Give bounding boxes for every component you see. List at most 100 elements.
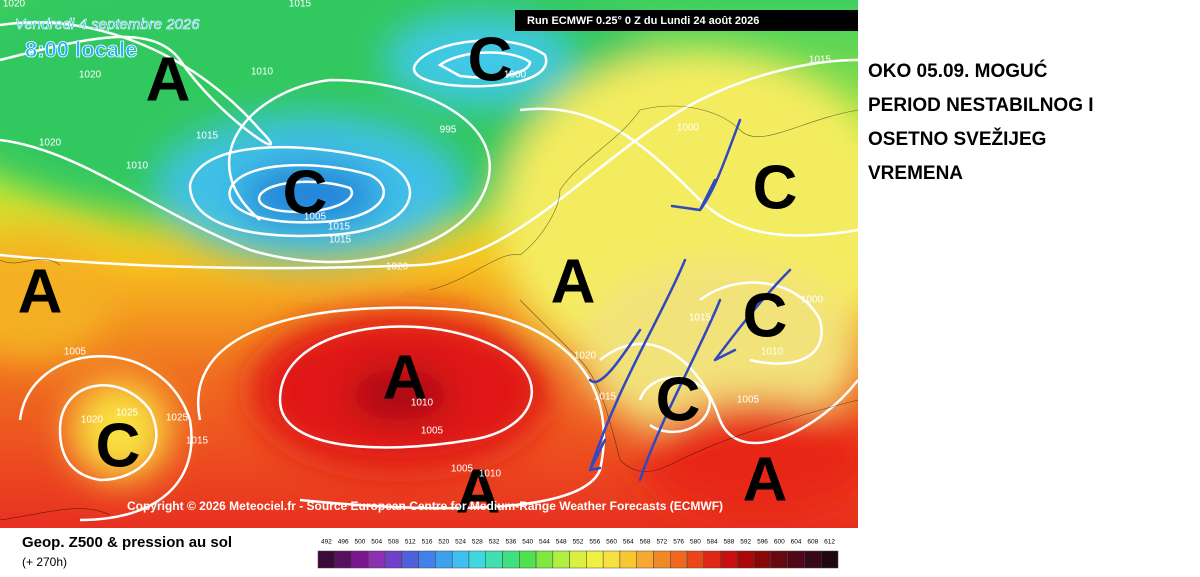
- pressure-center: A: [551, 247, 596, 316]
- isobar-label: 1000: [677, 123, 700, 134]
- scale-label: 552: [573, 539, 584, 546]
- isobar-label: 1010: [251, 67, 274, 78]
- scale-label: 516: [422, 539, 433, 546]
- scale-label: 496: [338, 539, 349, 546]
- scale-label: 608: [807, 539, 818, 546]
- scale-label: 536: [505, 539, 516, 546]
- scale-cell: [418, 550, 436, 569]
- isobar-label: 1015: [809, 55, 832, 66]
- annotation-line: OSETNO SVEŽIJEG: [868, 128, 1046, 150]
- pressure-center: A: [456, 457, 501, 526]
- color-scale: 492 496 500 504 508 512 516 520 524 528 532 536 540 5…: [317, 539, 839, 569]
- scale-cell: [770, 550, 788, 569]
- annotation-line: OKO 05.09. MOGUĆ: [868, 60, 1048, 82]
- isobar-label: 1015: [328, 222, 351, 233]
- pressure-center: C: [468, 25, 513, 94]
- scale-label: 568: [640, 539, 651, 546]
- scale-cell: [787, 550, 805, 569]
- isobar-label: 1020: [79, 70, 102, 81]
- copyright: Copyright © 2026 Meteociel.fr - Source E…: [127, 499, 723, 513]
- scale-cell: [737, 550, 755, 569]
- isobar-labels: 1015 1020 1020 1000 1010 1015 1020 1010 1015 995 1…: [3, 0, 832, 480]
- scale-label: 544: [539, 539, 550, 546]
- isobar-label: 1010: [126, 161, 149, 172]
- run-label: Run ECMWF 0.25° 0 Z du Lundi 24 août 202…: [527, 15, 759, 27]
- scale-label: 504: [371, 539, 382, 546]
- scale-label: 592: [740, 539, 751, 546]
- scale-cell: [753, 550, 772, 569]
- annotation: OKO 05.09. MOGUĆ PERIOD NESTABILNOG I OSET…: [868, 60, 1094, 184]
- scale-label: 564: [623, 539, 634, 546]
- scale-label: 500: [355, 539, 366, 546]
- pressure-center: A: [383, 343, 428, 412]
- isobar-label: 1000: [504, 70, 527, 81]
- isobar-label: 1015: [594, 392, 617, 403]
- scale-cell: [619, 550, 637, 569]
- pressure-center: C: [753, 153, 798, 222]
- scale-label: 556: [589, 539, 600, 546]
- annotation-line: VREMENA: [868, 163, 963, 184]
- scale-cell: [468, 550, 486, 569]
- isobar-label: 1005: [64, 347, 87, 358]
- scale-label: 560: [606, 539, 617, 546]
- isobar-label: 1015: [329, 235, 352, 246]
- isobar-label: 1015: [186, 436, 209, 447]
- isobar-label: 1020: [81, 415, 104, 426]
- isobar-label: 1015: [689, 313, 712, 324]
- scale-label: 508: [388, 539, 399, 546]
- scale-cell: [569, 550, 587, 569]
- isobar-label: 1000: [801, 295, 824, 306]
- pressure-center: C: [743, 281, 788, 350]
- scale-cell: [384, 550, 403, 569]
- scale-cell: [435, 550, 453, 569]
- isobar-label: 1005: [304, 212, 327, 223]
- hand-drawn-arrows: [588, 118, 792, 482]
- scale-label: 612: [824, 539, 835, 546]
- scale-cell: [502, 550, 520, 569]
- scale-cell: [720, 550, 738, 569]
- scale-cell: [804, 550, 822, 569]
- pressure-center: C: [283, 158, 328, 227]
- isobar-label: 1010: [761, 347, 784, 358]
- annotation-line: PERIOD NESTABILNOG I: [868, 95, 1094, 116]
- scale-label: 584: [707, 539, 718, 546]
- scale-cell: [686, 550, 705, 569]
- scale-label: 512: [405, 539, 416, 546]
- isobar-label: 1010: [479, 469, 502, 480]
- scale-cell: [351, 550, 369, 569]
- isobar-label: 995: [440, 125, 457, 136]
- scale-cell: [519, 550, 537, 569]
- scale-cell: [334, 550, 352, 569]
- coastlines: [0, 105, 858, 521]
- pressure-center: C: [656, 365, 701, 434]
- time-label: 8:00 locale: [25, 37, 138, 62]
- scale-label: 528: [472, 539, 483, 546]
- isobar-label: 1025: [116, 408, 139, 419]
- run-box: [515, 10, 858, 31]
- isobar-label: 1015: [196, 131, 219, 142]
- scale-label: 580: [690, 539, 701, 546]
- scale-cell: [820, 550, 839, 569]
- scale-label: 596: [757, 539, 768, 546]
- scale-cell: [368, 550, 386, 569]
- scale-label: 572: [656, 539, 667, 546]
- scale-label: 588: [724, 539, 735, 546]
- scale-cell: [451, 550, 470, 569]
- isobar-label: 1020: [3, 0, 26, 10]
- isobar-label: 1020: [386, 262, 409, 273]
- isobars: [0, 21, 858, 522]
- scale-label: 548: [556, 539, 567, 546]
- scale-label: 540: [522, 539, 533, 546]
- isobar-label: 1010: [411, 398, 434, 409]
- isobar-label: 1025: [166, 413, 189, 424]
- isobar-label: 1005: [421, 426, 444, 437]
- scale-cell: [670, 550, 688, 569]
- scale-cell: [485, 550, 503, 569]
- scale-label: 600: [774, 539, 785, 546]
- scale-label: 532: [489, 539, 500, 546]
- isobar-label: 1020: [574, 351, 597, 362]
- isobar-label: 1020: [39, 138, 62, 149]
- pressure-center: A: [146, 45, 191, 114]
